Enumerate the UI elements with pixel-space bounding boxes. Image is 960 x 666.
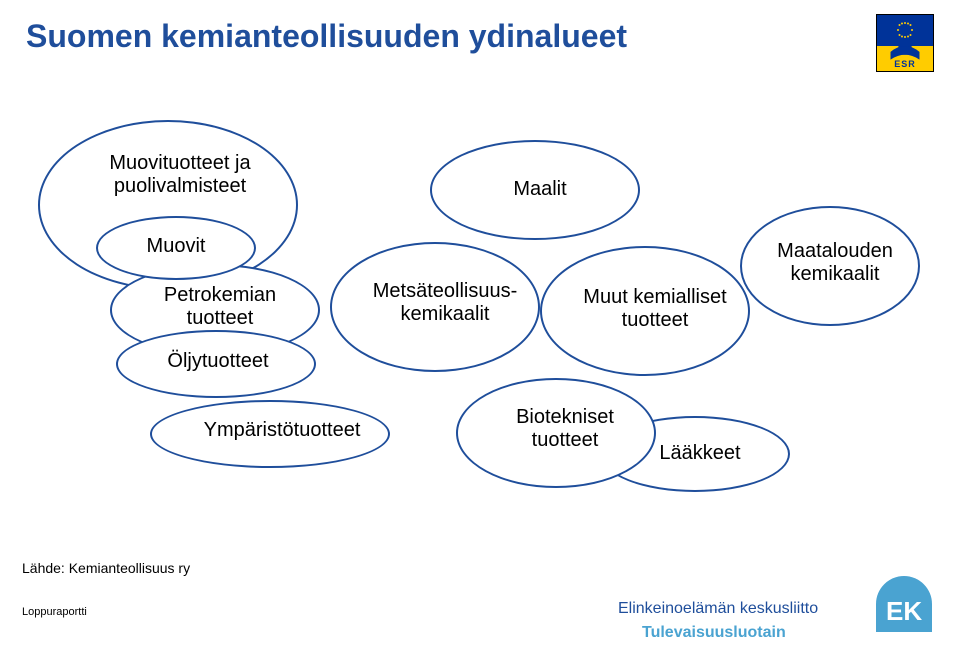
node-label-7: Muut kemiallisettuotteet [560,286,750,332]
esr-bottom: ESR [877,46,933,71]
node-label-3: Öljytuotteet [148,350,288,373]
tulevaisuus-label: Tulevaisuusluotain [642,624,786,642]
ek-logo: EK [876,576,932,632]
node-label-9: Lääkkeet [640,442,760,465]
esr-badge: ESR [876,14,934,72]
esr-label: ESR [877,59,933,69]
node-label-1: Muovit [116,235,236,258]
ek-name: Elinkeinoelämän keskusliitto [618,600,818,618]
eu-flag [877,15,933,46]
node-label-6: Maalit [490,178,590,201]
node-label-8: Bioteknisettuotteet [490,406,640,452]
node-label-10: Maataloudenkemikaalit [760,240,910,286]
node-label-2: Petrokemiantuotteet [140,284,300,330]
svg-text:EK: EK [886,596,922,626]
report-label: Loppuraportti [22,606,87,618]
source-label: Lähde: Kemianteollisuus ry [22,560,190,576]
node-label-0: Muovituotteet japuolivalmisteet [80,152,280,198]
node-label-4: Ympäristötuotteet [182,419,382,442]
page-title: Suomen kemianteollisuuden ydinalueet [26,18,627,55]
node-label-5: Metsäteollisuus-kemikaalit [350,280,540,326]
slide-stage: { "title": { "text": "Suomen kemianteoll… [0,0,960,666]
